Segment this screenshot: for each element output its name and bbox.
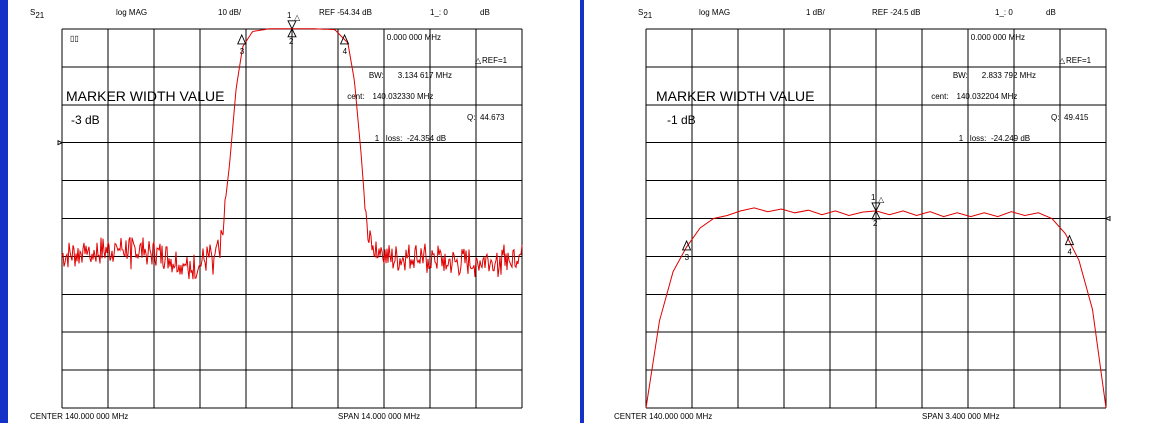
loss-value: -24.354 dB <box>407 134 446 143</box>
delta-ref-icon: △ <box>475 56 482 65</box>
chart-panel-left: S21 log MAG 10 dB/REF -54.34 dB 1_: 0 dB 1 △ 2 3… <box>0 0 584 423</box>
reference-position-icon <box>1104 215 1111 222</box>
graticule <box>61 28 523 409</box>
cent-value: 140.032330 MHz <box>373 92 434 101</box>
delta-ref-icon: △ <box>1059 56 1066 65</box>
marker-triangle-up <box>237 33 247 45</box>
panel-border-left <box>0 0 8 423</box>
q-value: 44.673 <box>480 113 505 122</box>
chart-right-svg: S21 log MAG 1 dB/REF -24.5 dB 1_: 0 dB1 △2340… <box>614 8 1111 421</box>
loss-label: 1_ loss: <box>959 134 987 143</box>
bw-label: BW: <box>953 71 968 80</box>
header-marker-unit: dB <box>480 8 490 17</box>
marker-4: 4 <box>339 33 350 56</box>
panel-border-divider <box>580 0 584 423</box>
marker-width-title: MARKER WIDTH VALUE <box>66 88 224 104</box>
header-scale: 10 dB/ <box>218 8 242 17</box>
marker-number: 4 <box>343 47 348 56</box>
marker-triangle-up <box>681 239 692 251</box>
header-marker-label: 1_: 0 <box>995 8 1013 17</box>
loss-value: -24.249 dB <box>991 134 1030 143</box>
marker-triangle-up <box>871 209 881 220</box>
graticule <box>645 28 1107 409</box>
cent-label: cent: <box>931 92 948 101</box>
marker-width-level: -1 dB <box>667 113 696 127</box>
header-format: log MAG <box>699 8 730 17</box>
marker-3: 3 <box>681 239 692 262</box>
header-marker-unit: dB <box>1046 8 1056 17</box>
marker-width-level: -3 dB <box>71 113 100 127</box>
header-parameter: S21 <box>638 8 653 20</box>
header-reference: REF -54.34 dB <box>319 8 372 17</box>
marker-width-title: MARKER WIDTH VALUE <box>656 88 814 104</box>
marker-number: 1 <box>287 11 292 20</box>
marker-number: 2 <box>289 37 294 46</box>
marker-triangle-up <box>1064 234 1075 246</box>
header-parameter: S21 <box>30 8 45 20</box>
header-marker-label: 1_: 0 <box>430 8 448 17</box>
delta-icon: △ <box>294 13 301 22</box>
marker-1: 1 △ <box>287 11 301 30</box>
marker-number: 1 <box>871 193 876 202</box>
marker-number: 4 <box>1067 248 1072 257</box>
chart-left-svg: S21 log MAG 10 dB/REF -54.34 dB 1_: 0 dB1 △23… <box>30 8 523 421</box>
cent-value: 140.032204 MHz <box>957 92 1018 101</box>
bw-value: 3.134 617 MHz <box>398 71 452 80</box>
marker-triangle-up <box>287 27 297 38</box>
reference-position-icon <box>57 139 64 146</box>
marker-3: 3 <box>237 33 247 56</box>
marker-frequency: 0.000 000 MHz <box>387 33 441 42</box>
header-reference: REF -24.5 dB <box>872 8 920 17</box>
footer-span: SPAN 3.400 000 MHz <box>922 412 1000 421</box>
q-label: Q: <box>1051 113 1059 122</box>
marker-2: 2 <box>871 209 881 228</box>
q-label: Q: <box>467 113 475 122</box>
marker-triangle-down <box>287 20 297 30</box>
bw-label: BW: <box>369 71 384 80</box>
marker-number: 2 <box>873 219 878 228</box>
marker-4: 4 <box>1064 234 1075 257</box>
q-value: 49.415 <box>1064 113 1089 122</box>
cent-label: cent: <box>347 92 364 101</box>
bw-value: 2.833 792 MHz <box>982 71 1036 80</box>
footer-center: CENTER 140.000 000 MHz <box>30 412 128 421</box>
loss-label: 1_ loss: <box>375 134 403 143</box>
marker-frequency: 0.000 000 MHz <box>971 33 1025 42</box>
marker-triangle-up <box>339 33 350 45</box>
header-format: log MAG <box>116 8 147 17</box>
footer-center: CENTER 140.000 000 MHz <box>614 412 712 421</box>
marker-2: 2 <box>287 27 297 46</box>
delta-icon: △ <box>878 195 885 204</box>
marker-triangle-down <box>871 202 881 212</box>
ref-label: REF=1 <box>482 56 508 65</box>
marker-number: 3 <box>240 47 245 56</box>
marker-1: 1 △ <box>871 193 885 212</box>
footer-span: SPAN 14.000 000 MHz <box>338 412 420 421</box>
display-icon: ▯▯ <box>70 34 79 43</box>
marker-number: 3 <box>685 253 690 262</box>
ref-label: REF=1 <box>1066 56 1092 65</box>
chart-panel-right: S21 log MAG 1 dB/REF -24.5 dB 1_: 0 dB 1 △ 2 3 4 0… <box>584 0 1159 423</box>
header-scale: 1 dB/ <box>806 8 825 17</box>
